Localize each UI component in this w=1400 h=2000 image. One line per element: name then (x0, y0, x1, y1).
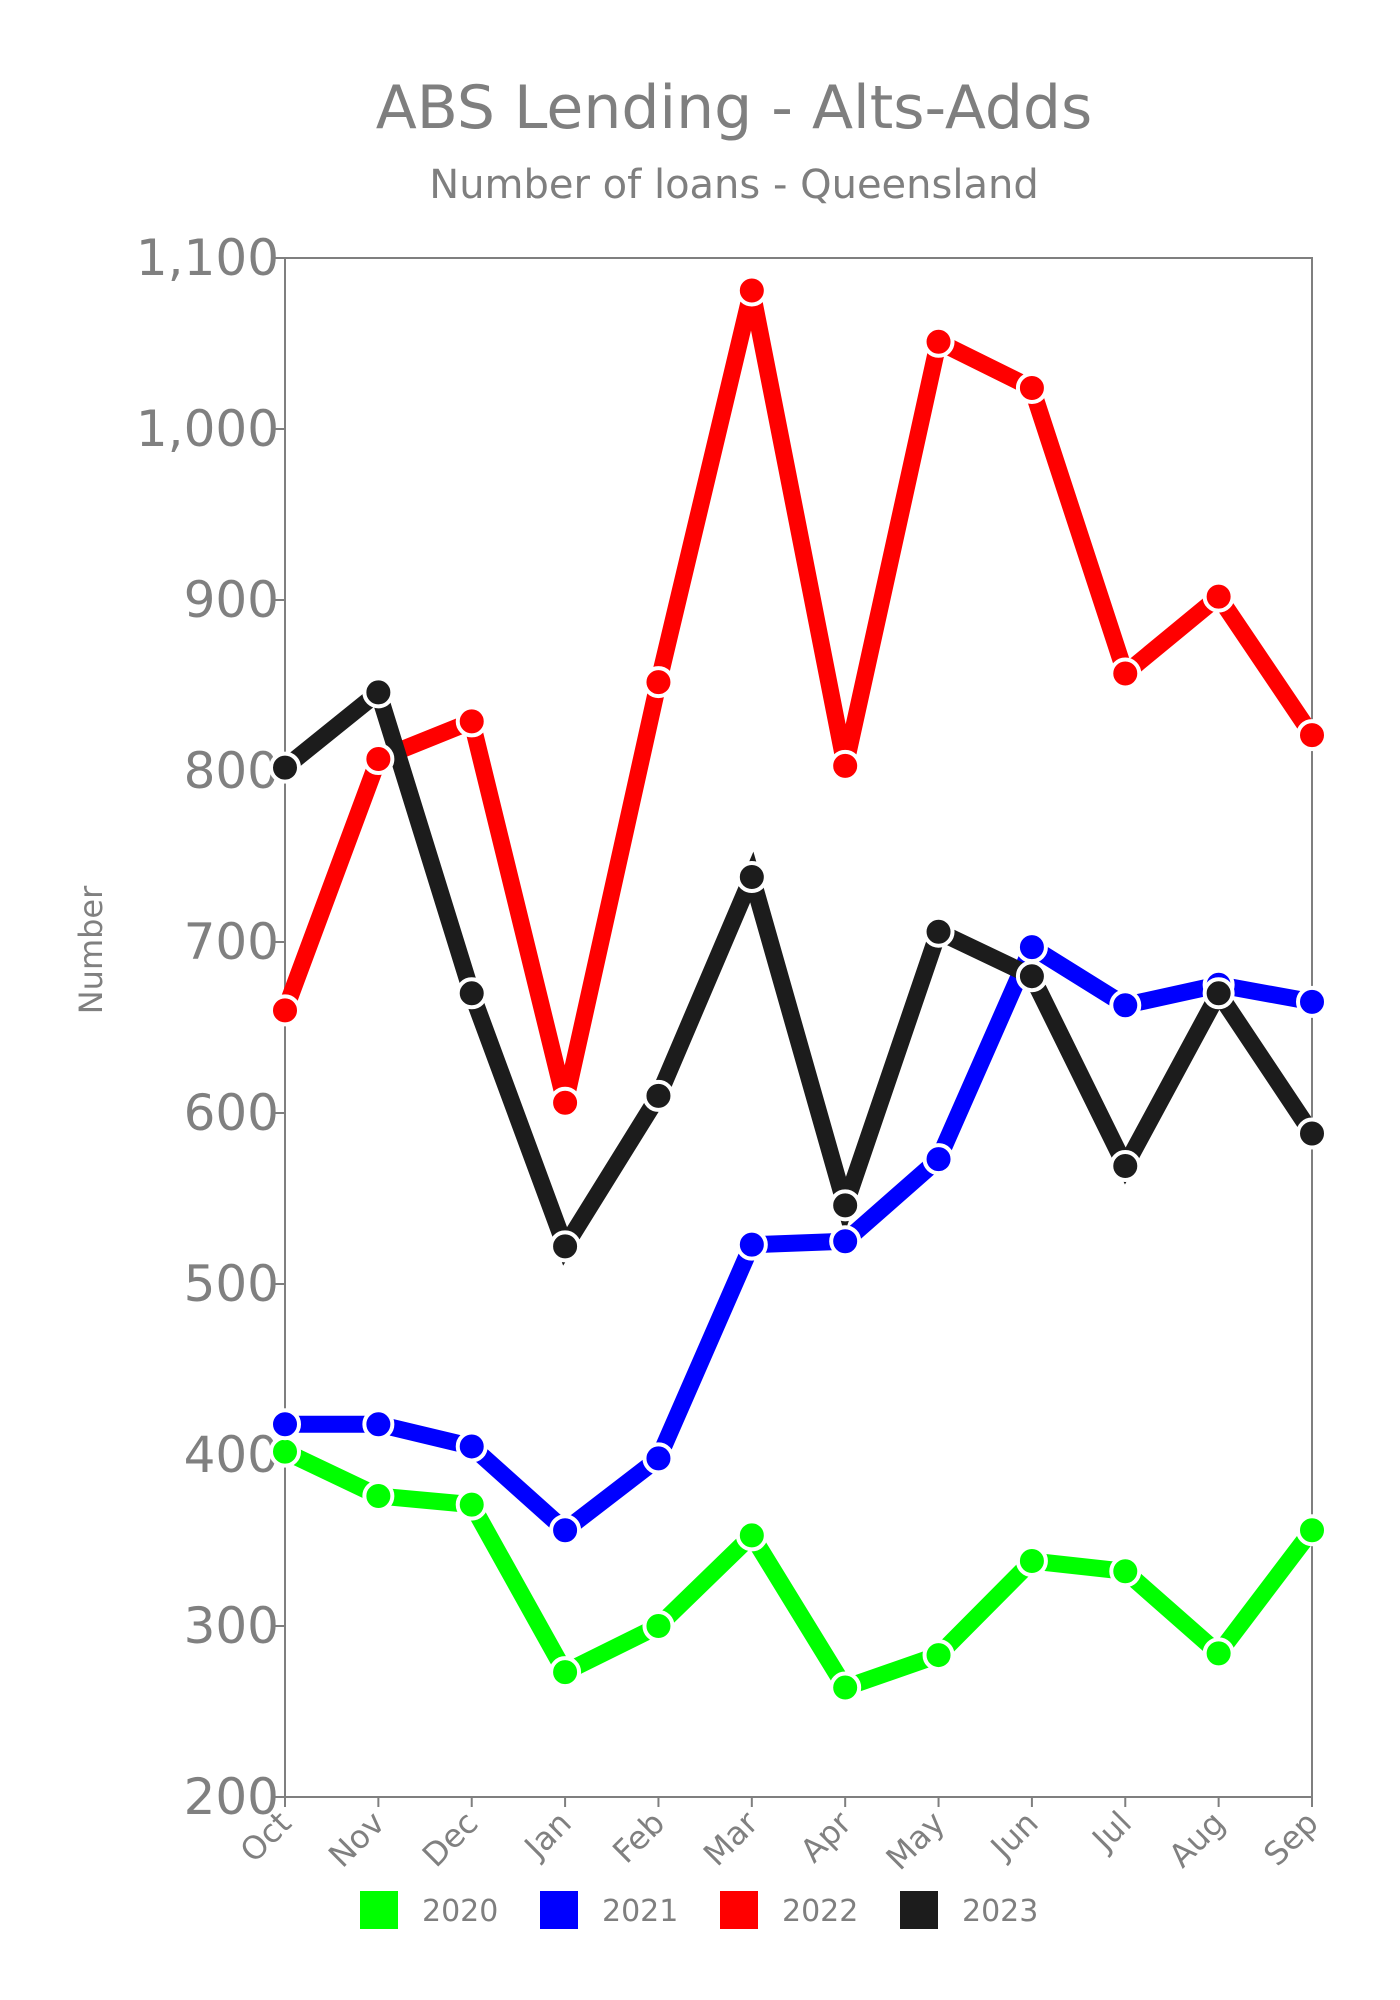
data-point-2023 (269, 751, 301, 784)
data-point-2020 (1296, 1514, 1328, 1547)
data-point-2023 (1109, 1150, 1142, 1183)
x-tick-label: Feb (605, 1804, 672, 1871)
series-line-2023 (279, 677, 1320, 1266)
data-point-2022 (1296, 719, 1328, 752)
data-point-2022 (1015, 371, 1048, 404)
legend-swatch (360, 1891, 398, 1929)
y-axis-ticks: 200 300 400 500 600 700 800 900 1,000 1,100 (136, 229, 285, 1826)
x-tick-label: Sep (1256, 1804, 1326, 1874)
y-tick-label: 300 (184, 1597, 279, 1655)
data-point-2020 (922, 1639, 955, 1672)
series-markers-2020 (269, 1435, 1328, 1704)
data-point-2022 (455, 705, 488, 738)
y-tick-label: 600 (184, 1084, 279, 1142)
x-axis-ticks: Oct Nov Dec Jan Feb Mar Apr May Jun Jul Aug Sep (233, 1797, 1326, 1877)
legend-swatch (540, 1891, 578, 1929)
data-point-2022 (735, 274, 768, 307)
data-point-2021 (1015, 931, 1048, 964)
legend-item-2022: 2022 (720, 1891, 858, 1929)
data-point-2023 (1015, 960, 1048, 993)
data-point-2021 (642, 1442, 675, 1475)
data-point-2023 (642, 1079, 675, 1112)
data-point-2020 (829, 1671, 862, 1704)
data-point-2022 (362, 743, 395, 776)
x-tick-label: Jan (516, 1804, 579, 1867)
data-point-2023 (549, 1230, 582, 1263)
legend-swatch (720, 1891, 758, 1929)
x-tick-label: Dec (415, 1804, 486, 1875)
data-point-2022 (549, 1086, 582, 1119)
plot-frame (284, 257, 1313, 1798)
data-point-2021 (269, 1408, 301, 1441)
data-point-2020 (735, 1519, 768, 1552)
data-point-2023 (1202, 977, 1235, 1010)
series-line-2022 (277, 288, 1320, 1105)
series-markers-2021 (269, 931, 1328, 1547)
data-point-2021 (362, 1408, 395, 1441)
legend: 2020 2021 2022 2023 (360, 1891, 1038, 1929)
series-markers-2023 (269, 676, 1328, 1263)
data-point-2020 (1015, 1545, 1048, 1578)
data-point-2020 (1109, 1555, 1142, 1588)
legend-item-2020: 2020 (360, 1891, 498, 1929)
legend-label: 2020 (422, 1894, 498, 1929)
x-tick-label: Jun (982, 1804, 1046, 1868)
data-point-2023 (362, 676, 395, 709)
legend-swatch (900, 1891, 938, 1929)
data-point-2020 (549, 1656, 582, 1689)
legend-item-2023: 2023 (900, 1891, 1038, 1929)
data-point-2021 (549, 1514, 582, 1547)
data-point-2020 (362, 1480, 395, 1513)
data-point-2023 (1296, 1117, 1328, 1150)
x-tick-label: May (879, 1804, 953, 1878)
y-tick-label: 900 (184, 571, 279, 629)
series-points (269, 274, 1328, 1704)
data-point-2023 (922, 915, 955, 948)
series-line-2020 (281, 1443, 1319, 1698)
x-tick-label: Apr (793, 1803, 860, 1870)
data-point-2021 (922, 1143, 955, 1176)
data-point-2020 (269, 1435, 301, 1468)
series-lines (277, 288, 1320, 1698)
x-tick-label: Aug (1161, 1804, 1232, 1875)
y-axis-label: Number (72, 885, 110, 1014)
data-point-2022 (269, 994, 301, 1027)
data-point-2021 (455, 1430, 488, 1463)
y-tick-label: 800 (184, 742, 279, 800)
y-tick-label: 200 (184, 1768, 279, 1826)
series-markers-2022 (269, 274, 1328, 1119)
data-point-2022 (1109, 657, 1142, 690)
x-tick-label: Jul (1083, 1804, 1139, 1860)
data-point-2021 (829, 1225, 862, 1258)
data-point-2023 (829, 1189, 862, 1222)
x-tick-label: Mar (696, 1803, 766, 1873)
legend-item-2021: 2021 (540, 1891, 678, 1929)
data-point-2022 (829, 749, 862, 782)
legend-label: 2021 (602, 1894, 678, 1929)
data-point-2021 (1296, 985, 1328, 1018)
data-point-2021 (1109, 989, 1142, 1022)
y-tick-label: 400 (184, 1426, 279, 1484)
data-point-2023 (455, 977, 488, 1010)
chart-title: ABS Lending - Alts-Adds (376, 73, 1093, 143)
data-point-2022 (922, 325, 955, 358)
y-tick-label: 500 (184, 1255, 279, 1313)
data-point-2020 (455, 1488, 488, 1521)
data-point-2021 (735, 1228, 768, 1261)
data-point-2022 (1202, 580, 1235, 613)
data-point-2023 (735, 861, 768, 894)
x-tick-label: Nov (321, 1804, 392, 1875)
y-tick-label: 1,000 (136, 400, 279, 458)
chart-subtitle: Number of loans - Queensland (429, 162, 1038, 208)
y-tick-label: 1,100 (136, 229, 279, 287)
data-point-2020 (642, 1610, 675, 1642)
legend-label: 2023 (962, 1894, 1038, 1929)
data-point-2022 (642, 666, 675, 699)
y-tick-label: 700 (184, 913, 279, 971)
legend-label: 2022 (782, 1894, 858, 1929)
data-point-2020 (1202, 1637, 1235, 1670)
